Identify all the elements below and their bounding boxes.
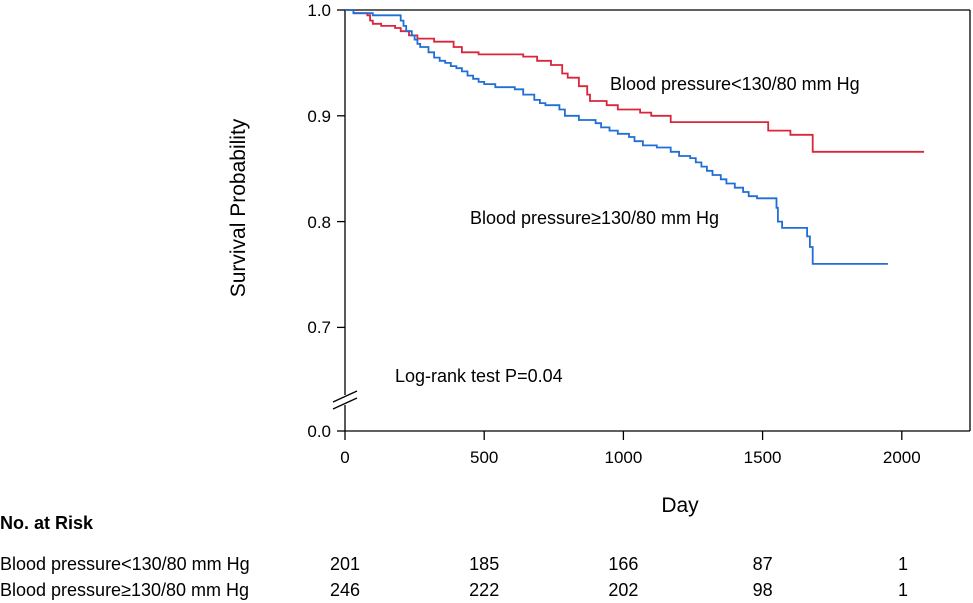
risk-value: 166 <box>608 554 638 574</box>
series-group <box>345 9 925 265</box>
risk-row-label: Blood pressure<130/80 mm Hg <box>0 554 250 574</box>
series-label-bp-above-130-80: Blood pressure≥130/80 mm Hg <box>470 208 719 228</box>
y-axis-title: Survival Probability <box>227 118 250 297</box>
y-tick-label: 1.0 <box>307 1 331 20</box>
y-tick-label: 0.9 <box>307 107 331 126</box>
x-tick-label: 2000 <box>883 448 921 467</box>
axis-break-line <box>332 390 358 403</box>
x-tick-label: 1500 <box>744 448 782 467</box>
axis-break-line <box>332 397 358 410</box>
y-axis-break-marks <box>332 390 358 410</box>
x-tick-label: 500 <box>470 448 498 467</box>
x-tick-label: 1000 <box>604 448 642 467</box>
risk-table: No. at Risk Blood pressure<130/80 mm Hg … <box>0 513 908 600</box>
plot-frame <box>344 9 971 432</box>
risk-value: 1 <box>898 580 908 600</box>
y-tick-label: 0.8 <box>307 213 331 232</box>
risk-table-title: No. at Risk <box>0 513 94 533</box>
risk-value: 246 <box>330 580 360 600</box>
risk-value: 202 <box>608 580 638 600</box>
risk-value: 98 <box>753 580 773 600</box>
risk-value: 201 <box>330 554 360 574</box>
series-label-bp-below-130-80: Blood pressure<130/80 mm Hg <box>610 74 860 94</box>
x-tick-label: 0 <box>340 448 349 467</box>
risk-row-label: Blood pressure≥130/80 mm Hg <box>0 580 249 600</box>
x-axis-title: Day <box>661 494 699 517</box>
series-line-bp-below-130-80 <box>345 9 925 153</box>
y-ticks: 1.0 0.9 0.8 0.7 0.0 <box>307 1 345 441</box>
y-tick-label-break: 0.0 <box>307 422 331 441</box>
logrank-annotation: Log-rank test P=0.04 <box>395 366 563 386</box>
risk-value: 222 <box>469 580 499 600</box>
risk-value: 185 <box>469 554 499 574</box>
risk-value: 1 <box>898 554 908 574</box>
risk-value: 87 <box>753 554 773 574</box>
x-ticks: 0 500 1000 1500 2000 <box>340 431 921 467</box>
y-tick-label: 0.7 <box>307 318 331 337</box>
series-line-bp-above-130-80 <box>345 9 888 265</box>
